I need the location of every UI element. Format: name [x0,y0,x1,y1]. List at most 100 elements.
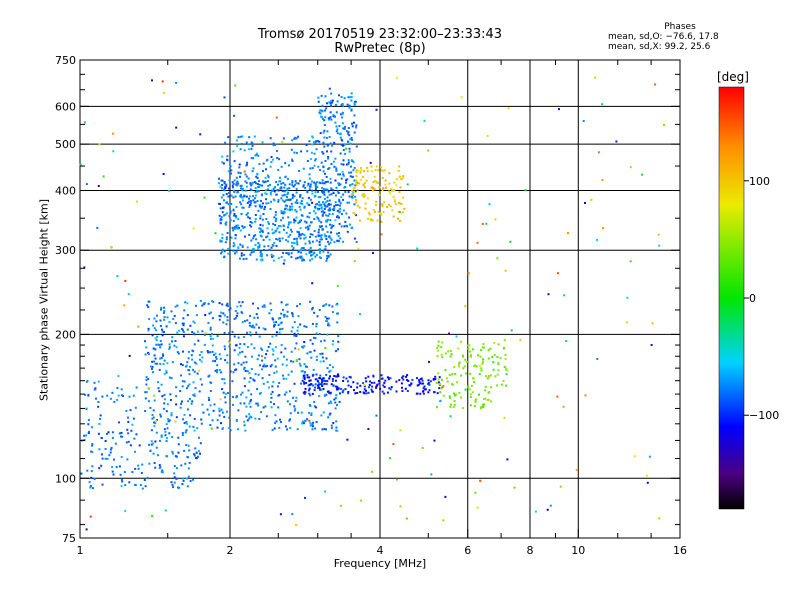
data-point [355,198,357,201]
data-point [244,429,247,432]
data-point [273,371,276,374]
data-point [196,455,199,458]
data-point [311,423,314,426]
data-point [472,377,474,380]
data-point [235,206,238,208]
data-point [177,436,180,439]
data-point [236,145,239,148]
data-point [173,315,176,317]
data-point [146,304,149,307]
data-point [254,218,257,221]
data-point [368,213,371,216]
data-point [272,259,275,262]
data-point [151,413,154,416]
data-point [188,425,191,428]
data-point [291,197,294,199]
data-point [147,378,150,380]
data-point [85,183,88,186]
data-point [350,96,353,98]
data-point [213,403,216,406]
data-point [246,370,249,373]
data-point [326,380,329,383]
data-point [91,487,94,490]
data-point [303,325,306,328]
data-point [369,219,372,222]
data-point [350,385,353,388]
data-point [474,491,477,494]
data-point [266,254,269,257]
data-point [95,397,97,400]
data-point [281,237,284,240]
data-point [181,400,183,403]
data-point [328,324,331,327]
data-point [453,403,456,406]
data-point [261,184,264,187]
data-point [308,224,311,227]
data-point [193,453,196,456]
data-point [435,381,438,384]
data-point [226,354,229,357]
data-point [192,320,195,323]
data-point [277,394,280,397]
data-point [353,212,356,215]
data-point [314,205,317,208]
data-point [255,152,258,155]
data-point [321,210,324,213]
data-point [356,204,359,207]
data-point [318,204,321,207]
data-point [160,306,163,309]
data-point [467,360,470,363]
data-point [389,205,392,208]
data-point [165,440,168,443]
data-point [582,120,585,122]
data-point [165,423,168,426]
data-point [159,325,162,327]
data-point [480,367,483,370]
data-point [159,319,162,322]
data-point [295,182,298,185]
data-point [294,400,297,402]
data-point [193,332,196,335]
data-point [329,391,332,394]
data-point [280,186,283,189]
data-point [499,357,502,359]
data-point [353,237,356,240]
data-point [182,418,185,421]
data-point [256,172,259,175]
data-point [326,231,329,233]
data-point [333,205,336,208]
data-point [438,387,441,390]
data-point [481,346,484,349]
data-point [320,221,323,224]
data-point [260,255,263,258]
data-point [301,197,304,200]
data-point [237,336,240,339]
data-point [287,373,290,376]
data-point [221,303,224,306]
data-point [199,378,202,381]
data-point [386,206,388,208]
data-point [346,103,349,106]
data-point [311,233,314,236]
data-point [212,337,215,340]
data-point [251,144,254,147]
data-point [232,371,235,374]
data-point [332,384,335,387]
data-point [350,92,353,95]
data-point [137,467,140,470]
data-point [433,439,436,442]
data-point [360,169,363,172]
data-point [110,446,113,449]
data-point [311,167,314,170]
data-point [251,181,254,184]
data-point [330,383,333,386]
data-point [214,360,217,363]
data-point [286,204,289,207]
data-point [281,216,284,219]
data-point [177,451,180,454]
data-point [449,350,452,352]
data-point [241,244,244,247]
data-point [250,157,253,160]
data-point [131,471,134,473]
data-point [299,227,302,230]
